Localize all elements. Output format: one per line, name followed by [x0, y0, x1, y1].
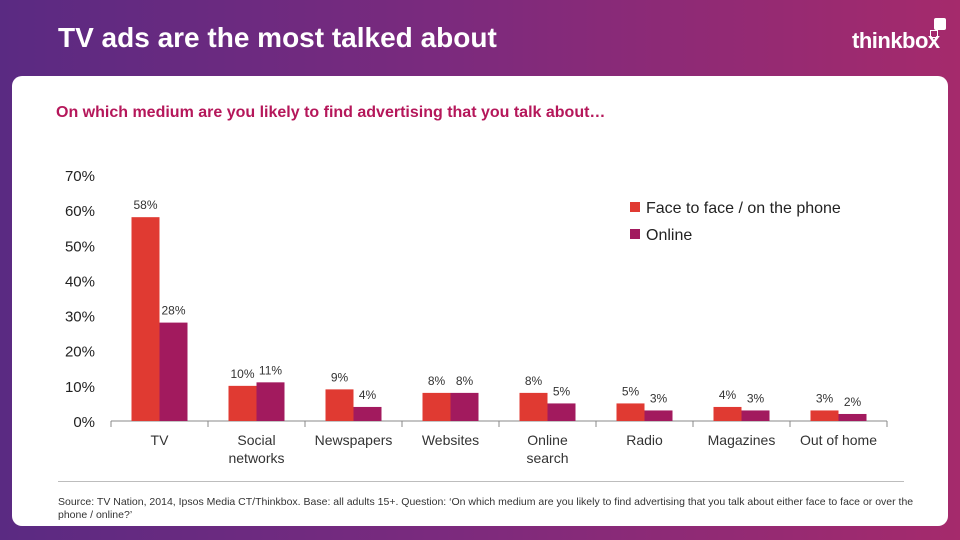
y-tick-label: 50%	[65, 238, 95, 255]
data-label: 5%	[553, 384, 571, 398]
logo-square-icon	[934, 18, 946, 30]
legend-label: Online	[646, 227, 692, 244]
data-label: 5%	[622, 384, 640, 398]
data-label: 10%	[230, 367, 254, 381]
x-tick-label: Radio	[626, 432, 663, 448]
legend-label: Face to face / on the phone	[646, 200, 841, 217]
y-tick-label: 30%	[65, 309, 95, 326]
legend-swatch	[630, 202, 640, 212]
thinkbox-logo: thinkbox	[852, 28, 940, 53]
data-label: 58%	[133, 198, 157, 212]
source-divider	[58, 481, 904, 482]
bar-online	[159, 322, 188, 421]
bar-online	[741, 410, 770, 421]
y-tick-label: 0%	[73, 414, 95, 431]
logo-outline-square-icon	[930, 30, 938, 38]
data-label: 4%	[359, 388, 377, 402]
data-label: 28%	[161, 304, 185, 318]
bar-online	[547, 403, 576, 421]
bar-online	[838, 413, 867, 421]
bar-face-to-face	[131, 217, 160, 421]
y-tick-label: 40%	[65, 273, 95, 290]
x-tick-label: Magazines	[708, 432, 776, 448]
bar-online	[450, 392, 479, 421]
data-label: 3%	[747, 391, 765, 405]
bar-online	[353, 406, 382, 421]
data-label: 3%	[650, 391, 668, 405]
content-panel	[12, 76, 948, 526]
x-tick-label: Online	[527, 432, 568, 448]
slide-title: TV ads are the most talked about	[58, 22, 497, 53]
y-tick-label: 20%	[65, 344, 95, 361]
bar-face-to-face	[810, 410, 839, 421]
bar-face-to-face	[325, 389, 354, 421]
x-tick-label: search	[526, 450, 568, 466]
bar-face-to-face	[519, 392, 548, 421]
data-label: 9%	[331, 370, 349, 384]
bar-face-to-face	[713, 406, 742, 421]
y-tick-label: 70%	[65, 168, 95, 185]
source-note: Source: TV Nation, 2014, Ipsos Media CT/…	[58, 496, 914, 521]
bar-face-to-face	[616, 403, 645, 421]
data-label: 8%	[456, 374, 474, 388]
bar-online	[256, 382, 285, 421]
data-label: 2%	[844, 395, 862, 409]
data-label: 4%	[719, 388, 737, 402]
bar-face-to-face	[228, 385, 257, 421]
y-tick-label: 10%	[65, 379, 95, 396]
bar-face-to-face	[422, 392, 451, 421]
x-tick-label: TV	[151, 432, 170, 448]
x-tick-label: Websites	[422, 432, 479, 448]
data-label: 8%	[525, 374, 543, 388]
data-label: 11%	[259, 363, 282, 377]
bar-online	[644, 410, 673, 421]
x-tick-label: Newspapers	[315, 432, 393, 448]
x-tick-label: Out of home	[800, 432, 877, 448]
x-tick-label: networks	[228, 450, 284, 466]
x-tick-label: Social	[237, 432, 275, 448]
y-tick-label: 60%	[65, 203, 95, 220]
legend-swatch	[630, 229, 640, 239]
data-label: 3%	[816, 391, 834, 405]
chart-question: On which medium are you likely to find a…	[56, 104, 606, 121]
data-label: 8%	[428, 374, 446, 388]
